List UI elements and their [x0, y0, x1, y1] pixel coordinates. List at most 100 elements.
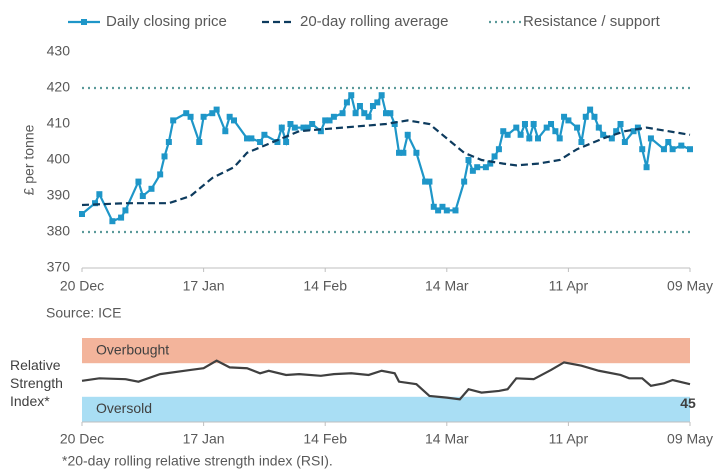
point — [96, 191, 103, 198]
footnote: *20-day rolling relative strength index … — [62, 453, 333, 469]
point — [647, 135, 654, 142]
x-tick-label: 17 Jan — [183, 278, 225, 294]
point — [248, 135, 255, 142]
legend-marker — [81, 19, 87, 25]
point — [383, 110, 389, 117]
point — [600, 131, 607, 138]
point — [274, 139, 281, 145]
y-tick-label: 400 — [47, 151, 71, 167]
point — [374, 99, 381, 106]
legend-label: Resistance / support — [523, 13, 661, 30]
point — [543, 124, 550, 131]
point — [435, 207, 442, 214]
point — [361, 110, 368, 117]
point — [630, 128, 637, 135]
source: Source: ICE — [46, 305, 121, 321]
y-tick-label: 430 — [47, 43, 71, 59]
point — [92, 200, 99, 207]
point — [474, 164, 481, 171]
y-axis-label: £ per tonne — [21, 124, 37, 195]
point — [461, 178, 468, 185]
point — [552, 128, 559, 135]
y-tick-label: 410 — [47, 115, 71, 131]
value-label: 45 — [680, 395, 696, 411]
point — [109, 218, 116, 225]
point — [157, 171, 164, 178]
point — [317, 128, 324, 135]
point — [257, 139, 264, 145]
point — [278, 124, 285, 131]
point — [482, 164, 489, 171]
point — [669, 146, 676, 153]
x-tick-label: 09 May — [667, 431, 713, 447]
point — [678, 142, 685, 149]
point — [608, 135, 615, 142]
point — [352, 110, 359, 117]
series-line — [81, 359, 691, 401]
point — [231, 117, 237, 124]
x-tick-label: 14 Mar — [425, 431, 469, 447]
rsi-axis-label: Relative Strength Index* — [10, 357, 63, 409]
point — [452, 207, 459, 214]
band-label: Overbought — [96, 341, 169, 357]
point — [491, 153, 498, 160]
x-tick-label: 14 Feb — [303, 431, 347, 447]
point — [565, 117, 572, 124]
x-tick-label: 14 Mar — [425, 278, 469, 294]
point — [356, 103, 363, 109]
point — [687, 146, 693, 153]
point — [556, 135, 563, 142]
point — [283, 139, 290, 145]
y-tick-label: 370 — [47, 259, 71, 275]
point — [430, 203, 437, 210]
point — [521, 121, 528, 127]
point — [561, 113, 568, 120]
point — [148, 185, 155, 192]
point — [500, 128, 507, 135]
point — [413, 149, 420, 156]
point — [118, 214, 125, 221]
point — [343, 99, 350, 106]
point — [465, 157, 472, 163]
point — [643, 164, 650, 171]
point — [213, 106, 220, 113]
point — [582, 113, 589, 120]
point — [526, 135, 533, 142]
point — [530, 121, 537, 127]
x-tick-label: 11 Apr — [549, 278, 589, 294]
point — [487, 160, 494, 167]
point — [396, 149, 403, 156]
point — [400, 149, 407, 156]
y-tick-label: 390 — [47, 187, 71, 203]
point — [309, 121, 316, 127]
band — [82, 338, 690, 364]
point — [339, 110, 346, 117]
point — [591, 113, 598, 120]
point — [330, 113, 337, 120]
x-tick-label: 20 Dec — [60, 431, 104, 447]
point — [665, 139, 672, 145]
point — [578, 139, 585, 145]
point — [244, 135, 251, 142]
point — [183, 110, 190, 117]
point — [426, 178, 433, 185]
point — [634, 124, 641, 131]
point — [595, 124, 602, 131]
x-tick-label: 20 Dec — [60, 278, 104, 294]
point — [617, 121, 624, 127]
point — [226, 113, 233, 120]
point — [170, 117, 177, 124]
series-line — [81, 119, 691, 207]
point — [517, 131, 524, 138]
point — [387, 110, 394, 117]
point — [495, 146, 502, 153]
y-tick-label: 420 — [47, 79, 71, 95]
x-tick-label: 09 May — [667, 278, 713, 294]
point — [587, 106, 594, 113]
point — [639, 146, 646, 153]
point — [139, 193, 146, 199]
band — [82, 396, 690, 422]
point — [326, 117, 333, 124]
point — [196, 139, 203, 145]
